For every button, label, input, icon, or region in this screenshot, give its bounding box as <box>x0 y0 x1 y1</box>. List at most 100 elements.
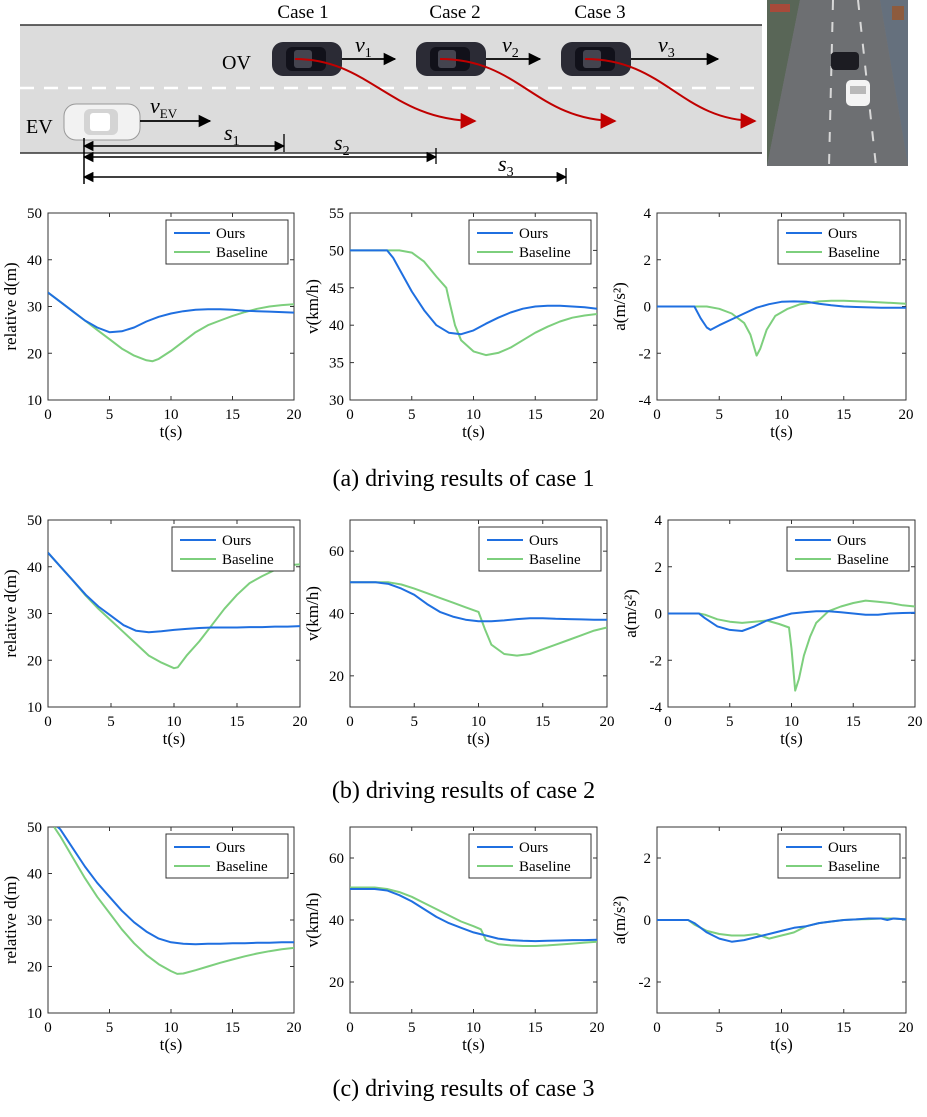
s1-label: s1 <box>224 120 240 149</box>
case-1-plot-1-xtick-label: 0 <box>44 407 52 423</box>
case-1-plot-2-legend: Ours Baseline <box>468 219 592 265</box>
case-2-plot-3-xtick-label: 20 <box>908 714 923 730</box>
case-2-plot-2-xtick-label: 10 <box>471 714 486 730</box>
case-1-plot-1-ytick-label: 40 <box>27 253 42 269</box>
case-2-plot-3-xtick-label: 0 <box>664 714 672 730</box>
case-3-plot-2-xtick-label: 20 <box>590 1020 605 1036</box>
case-1-plot-2: 0 5 10 15 20 30 35 40 45 50 55 t(s) v(km/h) Ours Basel… <box>303 206 605 441</box>
case-1-plot-1-xlabel: t(s) <box>160 422 183 441</box>
case-3-plot-1-ytick-label: 50 <box>27 820 42 836</box>
case-3-plot-1-xtick-label: 10 <box>164 1020 179 1036</box>
case-2-plot-1: 0 5 10 15 20 10 20 30 40 50 t(s) relative d(m) Ours B… <box>1 513 308 748</box>
case-1-plot-1-ylabel: relative d(m) <box>1 262 20 350</box>
case-3-plot-3-xtick-label: 0 <box>653 1020 661 1036</box>
case-3-plot-3-ylabel: a(m/s²) <box>610 896 629 945</box>
case-2-plot-3-xtick-label: 10 <box>784 714 799 730</box>
case-1-plot-3-ytick-label: -2 <box>639 346 652 362</box>
case-3-plot-3-legend-label-ours: Ours <box>828 840 857 856</box>
case-1-plot-3-legend: Ours Baseline <box>777 219 901 265</box>
case-2-plot-3-legend-label-baseline: Baseline <box>837 552 889 568</box>
case-3-plot-1-ours-line <box>57 827 294 946</box>
simulation-snapshot <box>767 0 908 167</box>
case-3-plot-2-ytick-label: 40 <box>329 913 344 929</box>
case-2-plot-1-xtick-label: 20 <box>293 714 308 730</box>
case-1-plot-1-xtick-label: 20 <box>287 407 302 423</box>
case-3-plot-3-ytick-label: -2 <box>639 975 652 991</box>
case-2-plot-3-legend: Ours Baseline <box>786 526 910 572</box>
case-2-plot-2: 0 5 10 15 20 20 40 60 t(s) v(km/h) Ours Baseline <box>303 519 615 748</box>
case-3-plot-2: 0 5 10 15 20 20 40 60 t(s) v(km/h) Ours Baseline <box>303 826 605 1054</box>
case-2-plot-1-legend: Ours Baseline <box>171 526 295 572</box>
case-1-plot-1-ytick-label: 30 <box>27 300 42 316</box>
case-3-plot-1-xtick-label: 5 <box>106 1020 114 1036</box>
case-2-plot-1-ytick-label: 50 <box>27 513 42 529</box>
case-2-plot-2-ytick-label: 40 <box>329 607 344 623</box>
scenario-diagram: Case 1 Case 2 Case 3 OV EV v1 v2 v3 vEV <box>20 0 908 184</box>
case-3-plot-3-legend-label-baseline: Baseline <box>828 859 880 875</box>
case-2-plot-1-ylabel: relative d(m) <box>1 569 20 657</box>
case-3-plot-3-ytick-label: 2 <box>644 851 652 867</box>
case-2-plot-2-xlabel: t(s) <box>467 729 490 748</box>
case-2-plot-3-ytick-label: -2 <box>650 653 663 669</box>
case-3-plot-1-ytick-label: 30 <box>27 913 42 929</box>
case-3-plot-2-ytick-label: 20 <box>329 975 344 991</box>
case-2-plot-2-xtick-label: 5 <box>411 714 419 730</box>
case-1-plot-2-ytick-label: 45 <box>329 281 344 297</box>
case-1-plot-2-baseline-line <box>350 249 597 357</box>
case-1-plot-1-xtick-label: 5 <box>106 407 114 423</box>
vev-label: vEV <box>150 93 178 121</box>
case-3-plot-1: 0 5 10 15 20 10 20 30 40 50 t(s) relative d(m) Ours B… <box>1 820 302 1054</box>
case-1-plot-2-xtick-label: 5 <box>408 407 416 423</box>
case-1-plot-1-xtick-label: 10 <box>164 407 179 423</box>
case-1-plot-3: 0 5 10 15 20 -4 -2 0 2 4 t(s) a(m/s²) Ours Baseline <box>610 206 914 441</box>
case-2-plot-3-legend-label-ours: Ours <box>837 533 866 549</box>
ov-car-case-2 <box>416 42 486 76</box>
case-1-plot-2-legend-label-baseline: Baseline <box>519 245 571 261</box>
case-2-plot-3-ytick-label: 0 <box>655 607 663 623</box>
case-3-plot-3-xlabel: t(s) <box>770 1035 793 1054</box>
ov-label: OV <box>222 52 251 74</box>
case-3-plot-2-legend-label-ours: Ours <box>519 840 548 856</box>
case-3-plot-1-legend: Ours Baseline <box>165 833 289 879</box>
case-2-plot-2-ours-line <box>350 581 607 623</box>
case-3-plot-1-xtick-label: 0 <box>44 1020 52 1036</box>
case-1-plot-2-ytick-label: 40 <box>329 318 344 334</box>
case-3-plot-2-ylabel: v(km/h) <box>303 893 322 948</box>
ov-trajectory-case-2 <box>439 58 617 129</box>
case-1-plot-1: 0 5 10 15 20 10 20 30 40 50 t(s) relative d(m) Ours B… <box>1 206 302 441</box>
case-2-plot-1-xtick-label: 5 <box>107 714 115 730</box>
case-3-plot-3: 0 5 10 15 20 -2 0 2 t(s) a(m/s²) Ours Baseline <box>610 826 914 1054</box>
case-3-plot-2-xtick-label: 15 <box>528 1020 543 1036</box>
case-2-plot-3-ytick-label: 4 <box>655 513 663 529</box>
case-3-plot-2-baseline-line <box>350 886 597 947</box>
case-2-plot-3-ours-line <box>668 610 915 632</box>
case-1-plot-1-legend-box <box>165 219 289 265</box>
case-1-plot-1-legend-label-baseline: Baseline <box>216 245 268 261</box>
case-2-plot-1-xtick-label: 0 <box>44 714 52 730</box>
case-1-label: Case 1 <box>277 2 328 23</box>
case-2-plot-3: 0 5 10 15 20 -4 -2 0 2 4 t(s) a(m/s²) Ours Baseline <box>621 513 923 748</box>
case-3-plot-3-xtick-label: 20 <box>899 1020 914 1036</box>
case-1-plot-3-legend-box <box>777 219 901 265</box>
case-1-plot-3-ytick-label: 0 <box>644 300 652 316</box>
case-2-plot-2-xtick-label: 15 <box>535 714 550 730</box>
ov-trajectory-case-1 <box>294 58 477 129</box>
case-3-plot-2-xtick-label: 10 <box>466 1020 481 1036</box>
case-2-plot-1-xtick-label: 10 <box>167 714 182 730</box>
case-2-plot-1-ours-line <box>48 552 300 634</box>
case-1-plot-2-ytick-label: 50 <box>329 243 344 259</box>
case-2-plot-2-ylabel: v(km/h) <box>303 586 322 641</box>
case-1-plot-3-baseline-line <box>657 299 906 357</box>
case-3-plot-3-legend: Ours Baseline <box>777 833 901 879</box>
case-1-plot-1-ytick-label: 20 <box>27 346 42 362</box>
case-3-plot-1-legend-label-ours: Ours <box>216 840 245 856</box>
case-3-plot-1-ytick-label: 10 <box>27 1006 42 1022</box>
case-2-plot-1-ytick-label: 30 <box>27 607 42 623</box>
v1-label: v1 <box>355 32 372 61</box>
s2-label: s2 <box>334 130 350 159</box>
ev-label: EV <box>26 116 53 138</box>
case-3-plot-3-xtick-label: 5 <box>716 1020 724 1036</box>
case-3-plot-2-ours-line <box>350 888 597 943</box>
caption-case-2: (b) driving results of case 2 <box>331 778 596 804</box>
